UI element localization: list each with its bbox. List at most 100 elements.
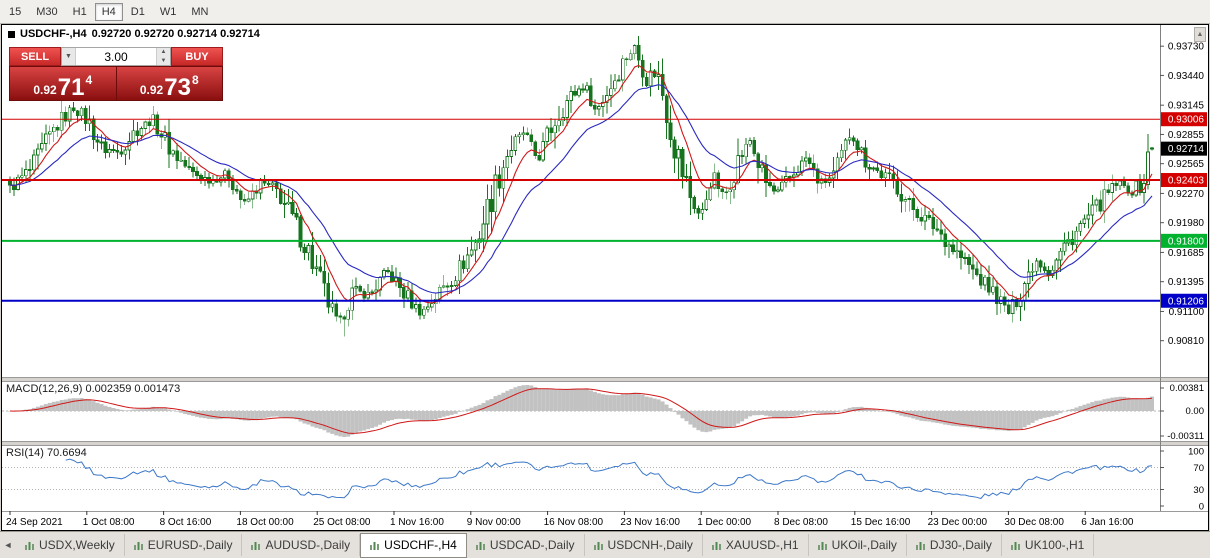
- spinner-up-icon[interactable]: ▲: [160, 49, 167, 56]
- timeframe-button-m30[interactable]: M30: [36, 5, 58, 18]
- timeframe-button-w1[interactable]: W1: [159, 5, 177, 18]
- symbol-tab-audusd[interactable]: AUDUSD-,Daily: [242, 534, 361, 556]
- tab-label: USDCAD-,Daily: [489, 538, 575, 552]
- tab-label: USDCNH-,Daily: [607, 538, 693, 552]
- chart-icon: [251, 541, 261, 550]
- time-axis: 24 Sep 2021 1 Oct 08:00 8 Oct 16:00 18 Oct …: [6, 511, 1134, 528]
- symbol-tab-usdchf[interactable]: USDCHF-,H4: [360, 532, 467, 558]
- svg-text:0.91100: 0.91100: [1169, 307, 1205, 318]
- symbol-tab-uk100[interactable]: UK100-,H1: [1002, 534, 1095, 556]
- chart-icon: [817, 541, 827, 550]
- chart-symbol-label: USDCHF-,H4: [20, 28, 87, 40]
- symbol-tab-ukoil[interactable]: UKOil-,Daily: [809, 534, 907, 556]
- chart-canvas[interactable]: 0.937300.934400.931450.928550.925650.922…: [2, 25, 1208, 530]
- symbol-tab-xauusd[interactable]: XAUUSD-,H1: [703, 534, 809, 556]
- symbol-tab-dj30[interactable]: DJ30-,Daily: [907, 534, 1002, 556]
- chart-title: USDCHF-,H4 0.92720 0.92720 0.92714 0.927…: [8, 28, 260, 40]
- svg-text:0.90810: 0.90810: [1168, 336, 1205, 347]
- sell-price-prefix: 0.92: [33, 83, 57, 97]
- timeframe-button-d1[interactable]: D1: [130, 5, 145, 18]
- chart-icon: [370, 541, 380, 550]
- volume-spinner[interactable]: ▲ ▼: [156, 48, 170, 65]
- svg-text:1 Dec 00:00: 1 Dec 00:00: [697, 517, 751, 528]
- chart-icon: [133, 541, 143, 550]
- chart-icon: [25, 541, 34, 550]
- volume-dropdown-icon[interactable]: ▼: [62, 48, 76, 65]
- svg-text:0.93006: 0.93006: [1168, 115, 1205, 126]
- tab-label: DJ30-,Daily: [929, 538, 992, 552]
- timeframe-button-h4[interactable]: H4: [94, 2, 123, 21]
- symbol-tab-usdcad[interactable]: USDCAD-,Daily: [467, 534, 585, 556]
- svg-text:0.91800: 0.91800: [1168, 236, 1205, 247]
- timeframe-button-15[interactable]: 15: [9, 5, 22, 18]
- chart-icon: [593, 541, 603, 550]
- buy-price-display[interactable]: 0.92 73 8: [116, 67, 222, 102]
- tab-label: UK100-,H1: [1024, 538, 1085, 552]
- tab-label: EURUSD-,Daily: [147, 538, 233, 552]
- sell-price-pip: 4: [85, 73, 93, 87]
- tab-label: UKOil-,Daily: [831, 538, 897, 552]
- buy-price-pip: 8: [191, 73, 199, 87]
- svg-text:8 Dec 08:00: 8 Dec 08:00: [774, 517, 828, 528]
- svg-text:1 Nov 16:00: 1 Nov 16:00: [390, 517, 444, 528]
- svg-text:8 Oct 16:00: 8 Oct 16:00: [160, 517, 212, 528]
- svg-text:15 Dec 16:00: 15 Dec 16:00: [851, 517, 911, 528]
- svg-text:16 Nov 08:00: 16 Nov 08:00: [544, 517, 604, 528]
- tab-label: XAUUSD-,H1: [725, 538, 799, 552]
- sell-button[interactable]: SELL: [9, 47, 61, 66]
- svg-text:-0.00311: -0.00311: [1167, 431, 1204, 442]
- buy-price-big: 73: [164, 74, 191, 102]
- chart-background: [2, 25, 1208, 530]
- buy-price-prefix: 0.92: [139, 83, 164, 97]
- spinner-down-icon[interactable]: ▼: [160, 57, 167, 64]
- svg-text:0.92565: 0.92565: [1168, 159, 1205, 170]
- svg-text:30: 30: [1193, 485, 1204, 496]
- timeframe-button-mn[interactable]: MN: [191, 5, 209, 18]
- symbol-tab-bar: ◄ USDX,Weekly EURUSD-,Daily AUDUSD-,Daily US…: [0, 531, 1210, 558]
- svg-text:25 Oct 08:00: 25 Oct 08:00: [313, 517, 371, 528]
- svg-text:18 Oct 00:00: 18 Oct 00:00: [236, 517, 294, 528]
- chart-icon: [475, 541, 485, 550]
- symbol-tab-usdx[interactable]: USDX,Weekly: [16, 534, 125, 556]
- scrollbar-up-button[interactable]: ▲: [1194, 27, 1206, 42]
- macd-indicator-label: MACD(12,26,9) 0.002359 0.001473: [6, 383, 181, 395]
- timeframe-toolbar: 15 M30 H1 H4 D1 W1 MN: [0, 0, 1210, 24]
- price-axis: 0.93730 0.93440 0.93145 0.92855 0.92565 0.922…: [1160, 42, 1207, 513]
- moving-averages: [9, 64, 1153, 304]
- svg-text:0.91206: 0.91206: [1168, 296, 1205, 307]
- svg-text:0.91685: 0.91685: [1168, 248, 1205, 259]
- chart-ohlc-values: 0.92720 0.92720 0.92714 0.92714: [91, 28, 260, 40]
- buy-button[interactable]: BUY: [171, 47, 223, 66]
- svg-text:0.91395: 0.91395: [1168, 277, 1205, 288]
- one-click-trading-panel: SELL ▼ 3.00 ▲ ▼ BUY 0.92 71 4 0.92 73 8: [9, 47, 223, 101]
- symbol-icon: [8, 30, 15, 38]
- rsi-indicator: [2, 458, 1160, 500]
- svg-text:0.93440: 0.93440: [1168, 71, 1205, 82]
- svg-text:0.92403: 0.92403: [1168, 176, 1205, 187]
- svg-text:0.92270: 0.92270: [1168, 189, 1205, 200]
- volume-control: ▼ 3.00 ▲ ▼: [61, 47, 171, 66]
- svg-text:1 Oct 08:00: 1 Oct 08:00: [83, 517, 135, 528]
- sell-price-big: 71: [57, 74, 85, 102]
- chart-window: 0.93730 0.93440 0.93145 0.92855 0.92565 0.922…: [1, 24, 1209, 531]
- svg-text:24 Sep 2021: 24 Sep 2021: [6, 517, 63, 528]
- svg-text:23 Nov 16:00: 23 Nov 16:00: [620, 517, 680, 528]
- timeframe-button-h1[interactable]: H1: [72, 5, 87, 18]
- rsi-indicator-label: RSI(14) 70.6694: [6, 447, 87, 459]
- symbol-tab-eurusd[interactable]: EURUSD-,Daily: [125, 534, 243, 556]
- volume-input[interactable]: 3.00: [104, 49, 128, 64]
- tab-label: USDCHF-,H4: [384, 538, 457, 552]
- tab-label: AUDUSD-,Daily: [265, 538, 351, 552]
- svg-text:0.93730: 0.93730: [1168, 42, 1205, 53]
- svg-text:30 Dec 08:00: 30 Dec 08:00: [1004, 517, 1064, 528]
- chart-icon: [1010, 541, 1020, 550]
- svg-text:0: 0: [1199, 502, 1204, 513]
- horizontal-levels: [2, 118, 1160, 302]
- sell-price-display[interactable]: 0.92 71 4: [10, 67, 116, 100]
- chart-icon: [711, 541, 721, 550]
- svg-text:0.00381: 0.00381: [1170, 383, 1204, 394]
- svg-text:100: 100: [1188, 447, 1204, 458]
- svg-text:23 Dec 00:00: 23 Dec 00:00: [928, 517, 988, 528]
- symbol-tab-usdcnh[interactable]: USDCNH-,Daily: [585, 534, 703, 556]
- tab-scroll-left-button[interactable]: ◄: [3, 540, 13, 550]
